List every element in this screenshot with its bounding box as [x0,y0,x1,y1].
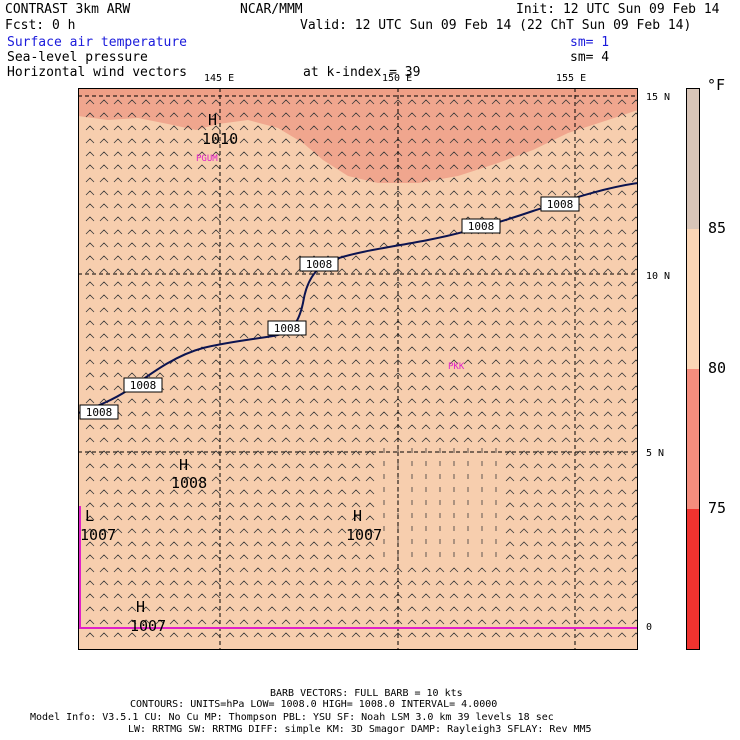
svg-text:H: H [179,456,188,474]
model-info-physics: LW: RRTMG SW: RRTMG DIFF: simple KM: 3D … [128,724,592,735]
valid-time: Valid: 12 UTC Sun 09 Feb 14 (22 ChT Sun … [300,18,692,33]
lat-label-10n: 10 N [646,271,671,282]
model-info: Model Info: V3.5.1 CU: No Cu MP: Thompso… [30,712,554,723]
warm-region-north [78,88,638,183]
svg-text:1008: 1008 [86,406,113,419]
isobar-label: 1008 [267,320,307,336]
isobar-1008 [78,182,638,414]
svg-text:H: H [208,111,217,129]
isobar-label: 1008 [123,377,163,393]
isobar-label: 1008 [540,196,580,212]
map-frame [78,88,638,650]
station-pgum: PGUM [196,154,218,164]
model-title: CONTRAST 3km ARW [5,2,131,17]
lon-label-145: 145 E [204,73,235,84]
isobar-label: 1008 [79,404,119,420]
colorbar-label-80: 80 [708,359,727,377]
warm-band-top [78,88,638,96]
colorbar [686,88,700,650]
isobar-labels: 1008 1008 1008 1008 1008 1008 [79,196,580,420]
smoothing-1: sm= 1 [570,35,610,50]
svg-text:1008: 1008 [274,322,301,335]
barb-legend: BARB VECTORS: FULL BARB = 10 kts [270,688,463,699]
center-name: NCAR/MMM [240,2,303,17]
field-wind: Horizontal wind vectors [7,65,188,80]
colorbar-75-80 [686,369,700,509]
svg-text:1008: 1008 [468,220,495,233]
temperature-field [78,88,638,650]
field-temperature: Surface air temperature [7,35,188,50]
lat-label-15n: 15 N [646,92,671,103]
forecast-hour: Fcst: 0 h [5,18,76,33]
colorbar-70-75 [686,509,700,650]
svg-text:1008: 1008 [306,258,333,271]
colorbar-frame [686,88,700,650]
svg-text:1008: 1008 [171,474,207,492]
svg-text:1008: 1008 [130,379,157,392]
colorbar-label-75: 75 [708,499,727,517]
svg-text:1007: 1007 [80,526,116,544]
lat-label-5n: 5 N [646,448,665,459]
colorbar-80-85 [686,229,700,369]
lat-label-eq: 0 [646,622,653,633]
colorbar-label-85: 85 [708,219,727,237]
lon-label-150: 150 E [382,73,413,84]
isobar-label: 1008 [299,256,339,272]
init-time: Init: 12 UTC Sun 09 Feb 14 [516,2,720,17]
station-pkk: PKK [448,362,465,372]
field-pressure: Sea-level pressure [7,50,148,65]
smoothing-2: sm= 4 [570,50,610,65]
svg-text:1007: 1007 [346,526,382,544]
colorbar-unit: °F [707,76,726,94]
wind-barbs [85,99,638,638]
svg-text:1008: 1008 [547,198,574,211]
k-index: at k-index = 39 [303,65,421,80]
wind-barb-pattern [85,99,638,638]
svg-text:1007: 1007 [130,617,166,635]
contour-legend: CONTOURS: UNITS=hPa LOW= 1008.0 HIGH= 10… [130,699,498,710]
svg-text:1010: 1010 [202,130,238,148]
svg-text:H: H [353,507,362,525]
svg-text:H: H [136,598,145,616]
lon-label-155: 155 E [556,73,587,84]
station-labels: PGUM PKK [196,154,465,372]
svg-text:L: L [85,507,94,525]
colorbar-85plus [686,88,700,229]
isobar-label: 1008 [461,218,501,234]
